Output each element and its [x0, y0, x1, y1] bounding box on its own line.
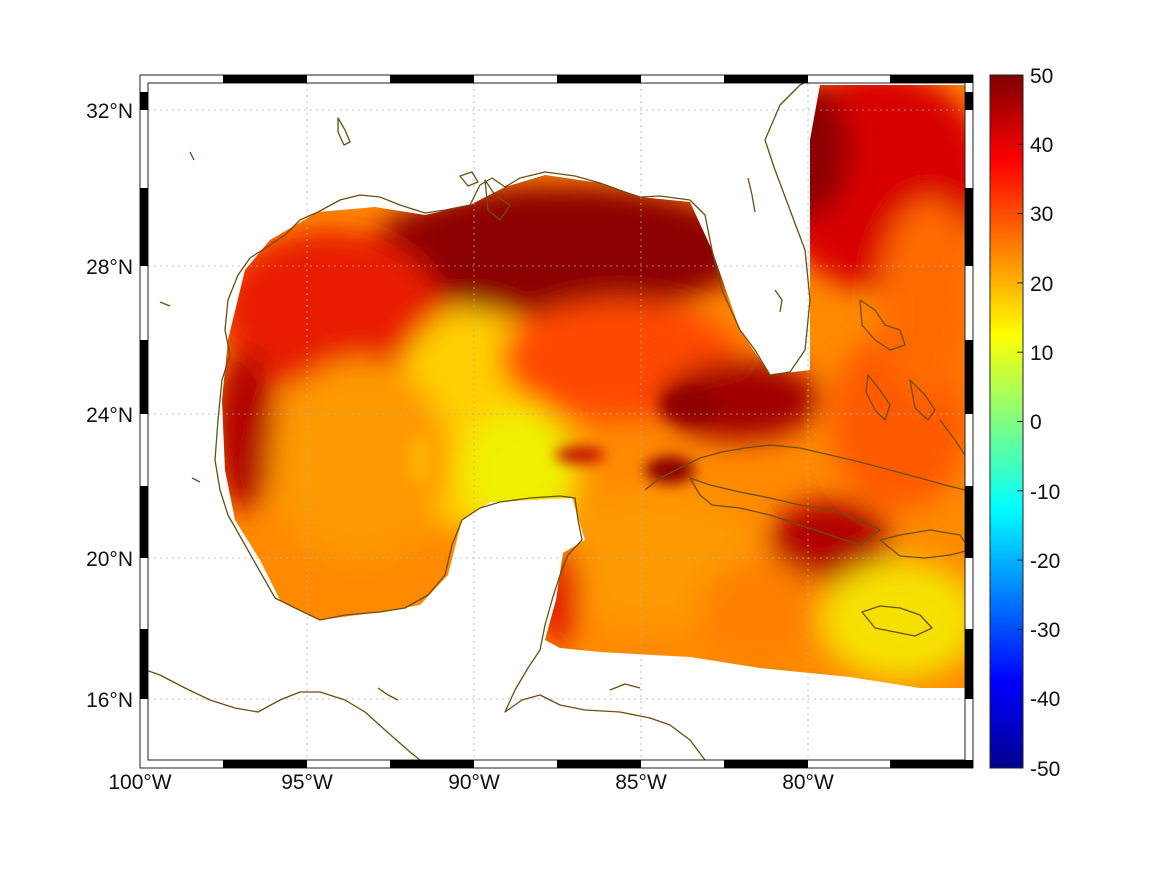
- colorbar-tick-label: -10: [1030, 481, 1060, 504]
- colorbar-tick-label: 20: [1030, 273, 1053, 296]
- lat-tick-label: 28°N: [86, 256, 133, 279]
- colorbar-tick-label: -50: [1030, 758, 1060, 781]
- map-frame: [139, 74, 974, 769]
- colorbar-tick-label: 30: [1030, 203, 1053, 226]
- colorbar-tick-label: 0: [1030, 411, 1042, 434]
- lon-tick-label: 80°W: [782, 771, 834, 794]
- colorbar-ticks: [1017, 74, 1023, 769]
- colorbar-tick-labels: 50 40 30 20 10 0 -10 -20 -30 -40 -50: [1030, 65, 1060, 781]
- lat-tick-label: 16°N: [86, 689, 133, 712]
- lat-tick-label: 20°N: [86, 548, 133, 571]
- lon-tick-label: 95°W: [281, 771, 333, 794]
- colorbar-tick-label: 10: [1030, 342, 1053, 365]
- lon-tick-label: 90°W: [448, 771, 500, 794]
- graticule: [148, 83, 965, 760]
- colorbar: 50 40 30 20 10 0 -10 -20 -30 -40 -50: [989, 65, 1060, 781]
- coastlines: [148, 83, 965, 760]
- latitude-tick-labels: 32°N 28°N 24°N 20°N 16°N: [86, 100, 133, 712]
- lon-tick-label: 85°W: [615, 771, 667, 794]
- colorbar-tick-label: -30: [1030, 619, 1060, 642]
- longitude-tick-labels: 100°W 95°W 90°W 85°W 80°W: [108, 771, 834, 794]
- colorbar-tick-label: 40: [1030, 134, 1053, 157]
- map-plot-area: 100°W 95°W 90°W 85°W 80°W 32°N 28°N 24°N…: [86, 74, 974, 794]
- lon-tick-label: 100°W: [108, 771, 171, 794]
- lat-tick-label: 24°N: [86, 404, 133, 427]
- colorbar-tick-label: -40: [1030, 688, 1060, 711]
- colorbar-tick-label: -20: [1030, 550, 1060, 573]
- colorbar-tick-label: 50: [1030, 65, 1053, 88]
- lat-tick-label: 32°N: [86, 100, 133, 123]
